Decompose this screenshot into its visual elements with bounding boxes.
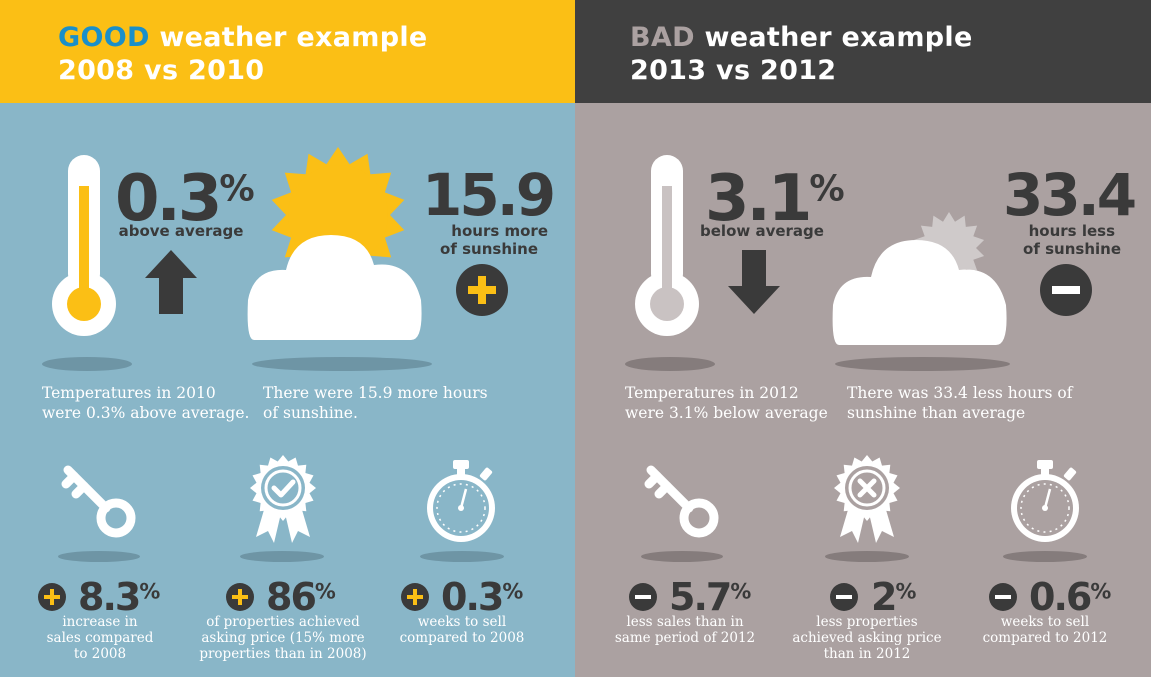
- arrow-up-icon: [145, 250, 197, 314]
- minus-circle-icon: [1040, 264, 1092, 316]
- key-icon: [644, 465, 719, 538]
- good-subtitle: 2008 vs 2010: [58, 55, 265, 86]
- plus-small-icon: [38, 583, 66, 611]
- good-stat-1-value: 8.3%: [78, 575, 161, 619]
- bad-stat-3-label-1: weeks to sell: [1000, 614, 1090, 630]
- award-shadow: [240, 551, 324, 562]
- minus-small-icon: [830, 583, 858, 611]
- bad-temp-value: 3.1%: [705, 162, 845, 236]
- good-header: GOOD weather example 2008 vs 2010: [0, 0, 575, 103]
- good-sun-label-1: hours more: [451, 222, 548, 240]
- bad-stat-1-label-1: less sales than in: [626, 614, 744, 630]
- bad-stat-2-label-1: less properties: [816, 614, 918, 630]
- thermometer-cold-icon: [635, 155, 699, 336]
- bad-sun-label-2: of sunshine: [1023, 240, 1121, 258]
- good-caption-sun-2: of sunshine.: [263, 404, 358, 422]
- cloud-shadow: [252, 357, 432, 371]
- good-stat-1-label-3: to 2008: [73, 646, 127, 662]
- good-stat-3-label-2: compared to 2008: [399, 630, 525, 646]
- bad-caption-temp-2: were 3.1% below average: [625, 404, 828, 422]
- good-weather-panel: GOOD weather example 2008 vs 2010 0.3% a…: [0, 0, 575, 677]
- good-caption-sun-1: There were 15.9 more hours: [263, 384, 488, 402]
- bad-stat-1-value: 5.7%: [669, 575, 752, 619]
- good-temp-label: above average: [118, 222, 244, 240]
- stopwatch-icon: [427, 460, 495, 542]
- bad-stat-2-label-2: achieved asking price: [792, 630, 942, 646]
- stopwatch-shadow: [1003, 551, 1087, 562]
- key-shadow: [641, 551, 723, 562]
- good-stat-1-label-1: increase in: [62, 614, 138, 630]
- key-icon: [61, 465, 136, 538]
- good-sun-label-2: of sunshine: [440, 240, 538, 258]
- bad-stat-2-value: 2%: [871, 575, 917, 619]
- good-title-keyword: GOOD: [58, 22, 150, 53]
- sun-cloud-icon: [247, 147, 422, 340]
- bad-caption-sun-2: sunshine than average: [847, 404, 1026, 422]
- award-check-icon: [250, 455, 316, 543]
- award-shadow: [825, 551, 909, 562]
- bad-caption-sun-1: There was 33.4 less hours of: [847, 384, 1073, 402]
- key-shadow: [58, 551, 140, 562]
- bad-sun-label-1: hours less: [1028, 222, 1115, 240]
- cloud-shadow: [835, 357, 1010, 371]
- good-stat-2-value: 86%: [266, 575, 336, 619]
- good-title: GOOD weather example: [58, 22, 428, 53]
- plus-small-icon: [401, 583, 429, 611]
- good-stat-2-label-1: of properties achieved: [206, 614, 360, 630]
- bad-title: BAD weather example: [630, 22, 973, 53]
- bad-stat-2-label-3: than in 2012: [823, 646, 911, 662]
- good-stat-1-label-2: sales compared: [46, 630, 154, 646]
- good-stat-3-value: 0.3%: [441, 575, 524, 619]
- bad-temp-label: below average: [700, 222, 824, 240]
- bad-title-rest: weather example: [694, 22, 973, 53]
- bad-stat-1-label-2: same period of 2012: [614, 630, 756, 646]
- good-caption-temp-2: were 0.3% above average.: [42, 404, 250, 422]
- good-sun-value: 15.9: [422, 161, 556, 229]
- plus-small-icon: [226, 583, 254, 611]
- bad-sun-value: 33.4: [1003, 161, 1137, 229]
- thermometer-shadow: [625, 357, 715, 371]
- bad-title-keyword: BAD: [630, 22, 695, 53]
- bad-weather-panel: BAD weather example 2013 vs 2012 3.1% be…: [575, 0, 1151, 677]
- good-stat-2-label-2: asking price (15% more: [201, 630, 365, 646]
- good-caption-temp-1: Temperatures in 2010: [42, 384, 216, 402]
- cloud-dim-sun-icon: [832, 212, 1007, 345]
- minus-small-icon: [989, 583, 1017, 611]
- award-cross-icon: [834, 455, 900, 543]
- good-temp-value: 0.3%: [115, 162, 255, 236]
- thermometer-shadow: [42, 357, 132, 371]
- thermometer-hot-icon: [52, 155, 116, 336]
- stopwatch-shadow: [420, 551, 504, 562]
- good-stat-3-label-1: weeks to sell: [417, 614, 507, 630]
- bad-caption-temp-1: Temperatures in 2012: [625, 384, 799, 402]
- stopwatch-icon: [1011, 460, 1079, 542]
- minus-small-icon: [629, 583, 657, 611]
- arrow-down-icon: [728, 250, 780, 314]
- bad-stat-3-value: 0.6%: [1029, 575, 1112, 619]
- good-stat-2-label-3: properties than in 2008): [199, 646, 367, 662]
- bad-subtitle: 2013 vs 2012: [630, 55, 837, 86]
- plus-circle-icon: [456, 264, 508, 316]
- good-title-rest: weather example: [149, 22, 428, 53]
- bad-header: BAD weather example 2013 vs 2012: [575, 0, 1151, 103]
- bad-stat-3-label-2: compared to 2012: [982, 630, 1108, 646]
